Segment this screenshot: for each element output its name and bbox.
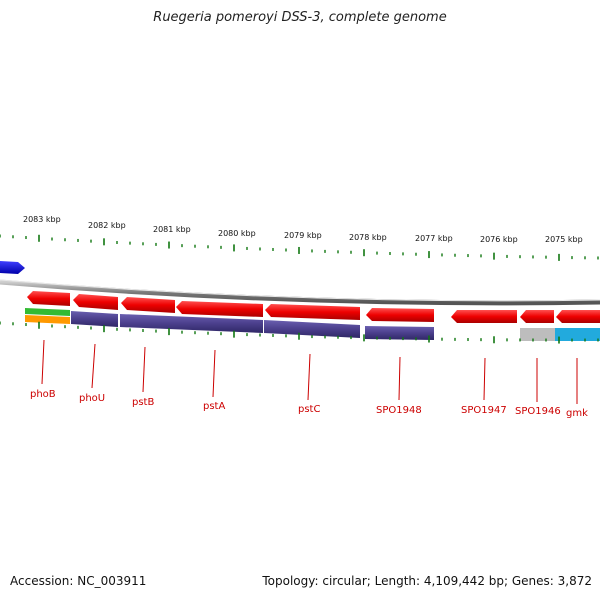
map-title: Ruegeria pomeroyi DSS-3, complete genome xyxy=(153,10,447,25)
gene-arrow-pstA xyxy=(176,301,263,317)
feature-bar-purple xyxy=(264,320,360,338)
kbp-label: 2082 kbp xyxy=(88,221,126,230)
feature-bar-orange xyxy=(25,315,70,324)
kbp-label: 2079 kbp xyxy=(284,231,322,240)
kbp-label: 2077 kbp xyxy=(415,234,453,243)
feature-bar-grey xyxy=(520,328,555,341)
blue-feature-arrow xyxy=(0,261,25,274)
gene-arrow-SPO1946 xyxy=(520,310,554,323)
feature-bar-purple xyxy=(71,311,118,327)
gene-label-pstC: pstC xyxy=(298,404,320,415)
kbp-label: 2078 kbp xyxy=(349,233,387,242)
kbp-label: 2080 kbp xyxy=(218,229,256,238)
gene-leader-lines xyxy=(41,339,578,404)
gene-label-SPO1947: SPO1947 xyxy=(461,405,507,416)
feature-bar-purple xyxy=(365,326,434,340)
kbp-label: 2076 kbp xyxy=(480,235,518,244)
feature-bar-green xyxy=(25,308,70,316)
gene-arrows xyxy=(27,291,600,323)
gene-arrow-phoU xyxy=(73,294,118,310)
gene-arrow-SPO1947 xyxy=(451,310,517,323)
kbp-labels: 2083 kbp 2082 kbp 2081 kbp 2080 kbp 2079… xyxy=(23,215,583,244)
gene-arrow-gmk xyxy=(556,310,600,323)
inner-tick-ring xyxy=(0,321,599,344)
genome-backbone xyxy=(0,279,600,306)
kbp-label: 2083 kbp xyxy=(23,215,61,224)
gene-arrow-pstB xyxy=(121,297,175,313)
gene-arrow-SPO1948 xyxy=(366,308,434,322)
feature-bar-purple xyxy=(120,314,263,333)
gene-label-phoB: phoB xyxy=(30,389,56,400)
gene-label-SPO1948: SPO1948 xyxy=(376,405,422,416)
gene-label-phoU: phoU xyxy=(79,393,105,404)
kbp-label: 2081 kbp xyxy=(153,225,191,234)
feature-bars xyxy=(25,308,600,341)
gene-label-gmk: gmk xyxy=(566,408,588,419)
gene-labels: phoB phoU pstB pstA pstC SPO1948 SPO1947… xyxy=(30,389,588,419)
gene-label-SPO1946: SPO1946 xyxy=(515,406,561,417)
gene-label-pstB: pstB xyxy=(132,397,154,408)
accession-text: Accession: NC_003911 xyxy=(10,574,147,588)
gene-label-pstA: pstA xyxy=(203,401,225,412)
gene-arrow-phoB xyxy=(27,291,70,306)
kbp-label: 2075 kbp xyxy=(545,235,583,244)
feature-bar-cyan xyxy=(555,328,600,341)
outer-tick-ring xyxy=(0,234,599,261)
gene-arrow-pstC xyxy=(265,304,360,320)
topology-text: Topology: circular; Length: 4,109,442 bp… xyxy=(262,574,592,588)
